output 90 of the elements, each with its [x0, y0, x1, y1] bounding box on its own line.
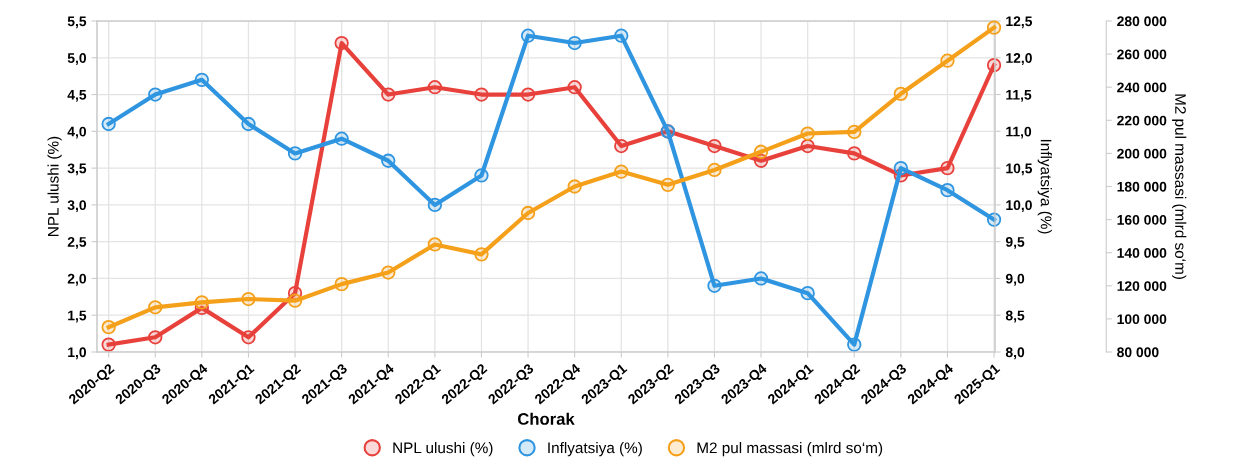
point [101, 116, 116, 132]
y3-tick-label: 240 000 [1117, 82, 1167, 93]
legend-label: Inflyatsiya (%) [548, 442, 642, 457]
point [287, 293, 303, 308]
y-tick-label: 4,5 [67, 90, 87, 102]
point [800, 286, 815, 301]
point [614, 138, 629, 154]
point [148, 87, 163, 102]
legend-label: NPL ulushi (%) [393, 442, 493, 457]
point [148, 330, 163, 345]
y3-tick-label: 160 000 [1117, 214, 1167, 225]
y3-tick-label: 220 000 [1117, 115, 1167, 126]
point [567, 179, 582, 194]
y2-tick-label: 9,0 [1005, 273, 1025, 286]
legend-label: M2 pul massasi (mlrd so‘m) [697, 442, 883, 457]
x-axis-title: Chorak [517, 412, 575, 425]
y-tick-label: 3,0 [67, 200, 87, 213]
point [614, 28, 629, 43]
y3-tick-label: 180 000 [1117, 181, 1167, 192]
point [520, 205, 536, 221]
point [707, 162, 722, 178]
point [847, 337, 862, 352]
y3-tick-label: 80 000 [1117, 347, 1159, 358]
point [753, 144, 769, 159]
y3-tick-label: 120 000 [1117, 281, 1167, 291]
point [334, 35, 349, 51]
point [334, 131, 349, 146]
point [893, 86, 909, 101]
point [474, 87, 489, 102]
point [427, 80, 443, 95]
y-tick-label: 4,0 [67, 126, 87, 139]
y-tick-label: 2,5 [67, 237, 87, 249]
point [241, 116, 256, 132]
y3-tick-label: 100 000 [1117, 314, 1167, 325]
y-tick-label: 5,5 [67, 16, 87, 29]
y2-tick-label: 10,0 [1006, 200, 1032, 213]
y3-axis-title: M2 pul massasi (mlrd so‘m) [1172, 94, 1187, 279]
point [707, 138, 722, 154]
y2-tick-label: 8,0 [1005, 347, 1025, 360]
point [427, 237, 443, 252]
point [474, 168, 489, 183]
y-tick-label: 5,0 [67, 53, 87, 65]
y-tick-label: 2,0 [67, 273, 87, 286]
point [940, 53, 955, 68]
point [986, 20, 1002, 35]
y2-tick-label: 11,5 [1006, 90, 1032, 102]
y-tick-label: 1,5 [68, 310, 87, 323]
point [381, 265, 396, 280]
point [800, 126, 815, 141]
point [940, 160, 955, 176]
point [567, 80, 582, 95]
point [753, 271, 769, 286]
y2-tick-label: 12,0 [1006, 53, 1032, 65]
y2-tick-label: 8,5 [1005, 310, 1025, 323]
point [567, 35, 582, 51]
point [474, 247, 489, 262]
point [101, 337, 116, 352]
point [940, 183, 955, 198]
y2-tick-label: 11,0 [1006, 126, 1032, 139]
point [847, 124, 862, 140]
y2-tick-label: 10,5 [1006, 163, 1033, 176]
point [660, 177, 676, 192]
point [893, 160, 909, 176]
y-tick-label: 1,0 [68, 347, 87, 360]
point [614, 164, 629, 179]
point [287, 146, 303, 161]
y3-tick-label: 200 000 [1117, 148, 1167, 159]
y-axis-title: NPL ulushi (%) [47, 136, 62, 236]
y3-tick-label: 280 000 [1117, 16, 1167, 27]
y2-tick-label: 9,5 [1005, 237, 1025, 249]
point [381, 87, 396, 102]
point [520, 87, 536, 102]
y2-axis-title: Inflyatsiya (%) [1037, 139, 1052, 234]
y3-tick-label: 260 000 [1117, 49, 1167, 60]
point [427, 197, 443, 213]
point [707, 278, 722, 293]
point [334, 276, 349, 292]
point [381, 153, 396, 168]
point [800, 138, 815, 154]
point [194, 72, 210, 87]
point [194, 295, 210, 310]
point [148, 300, 163, 315]
point [847, 146, 862, 161]
y-tick-label: 3,5 [67, 163, 87, 176]
point [520, 28, 536, 43]
point [241, 330, 256, 345]
y3-tick-label: 140 000 [1117, 248, 1167, 258]
point [241, 291, 256, 307]
y2-tick-label: 12,5 [1006, 16, 1033, 29]
point [101, 320, 116, 335]
